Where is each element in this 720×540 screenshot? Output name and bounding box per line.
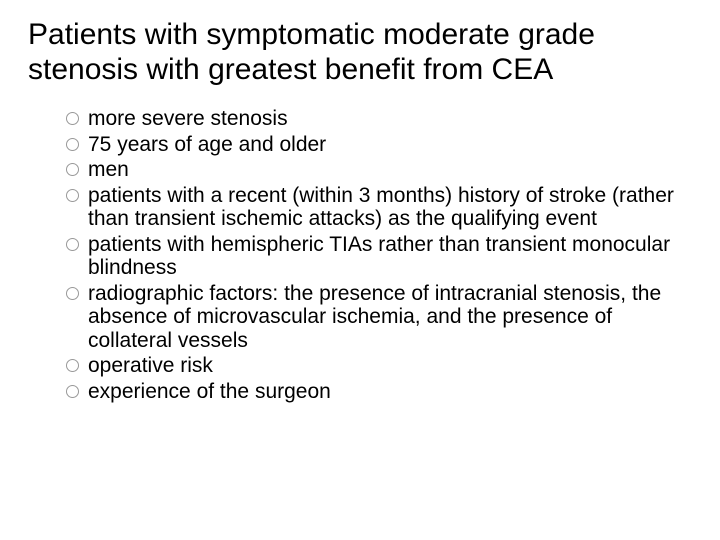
- slide: Patients with symptomatic moderate grade…: [0, 0, 720, 540]
- list-item: radiographic factors: the presence of in…: [66, 282, 692, 353]
- list-item: operative risk: [66, 354, 692, 378]
- list-item: 75 years of age and older: [66, 133, 692, 157]
- list-item: patients with hemispheric TIAs rather th…: [66, 233, 692, 280]
- bullet-list: more severe stenosis 75 years of age and…: [28, 107, 692, 403]
- slide-title: Patients with symptomatic moderate grade…: [28, 18, 692, 87]
- list-item: experience of the surgeon: [66, 380, 692, 404]
- list-item: men: [66, 158, 692, 182]
- list-item: more severe stenosis: [66, 107, 692, 131]
- list-item: patients with a recent (within 3 months)…: [66, 184, 692, 231]
